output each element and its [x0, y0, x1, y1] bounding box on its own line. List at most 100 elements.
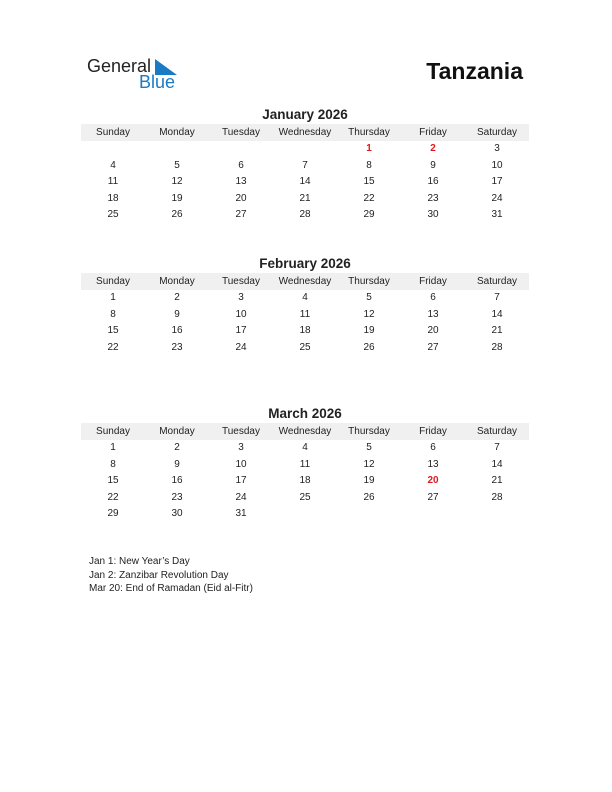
weekday-label: Saturday [476, 426, 518, 437]
week-row: 22 23 24 25 26 27 28 [81, 340, 529, 357]
day-cell: 31 [491, 209, 503, 221]
day-cell: 9 [430, 159, 436, 171]
day-cell: 1 [110, 442, 116, 453]
day-cell: 3 [238, 292, 244, 303]
weekday-label: Thursday [348, 276, 390, 287]
day-cell: 16 [171, 325, 183, 337]
month-title: February 2026 [259, 256, 351, 271]
day-cell: 5 [366, 442, 372, 453]
day-cell: 24 [235, 491, 247, 503]
day-cell: 11 [299, 458, 311, 470]
holiday-day-cell: 20 [427, 475, 439, 487]
day-cell [209, 141, 273, 158]
day-cell [273, 506, 337, 523]
day-cell: 4 [302, 442, 308, 453]
day-cell: 7 [302, 159, 308, 171]
day-cell: 26 [363, 491, 375, 503]
day-cell [337, 506, 401, 523]
day-cell: 6 [238, 159, 244, 171]
day-cell: 12 [171, 176, 183, 188]
day-cell: 18 [299, 475, 311, 487]
week-row: 8 9 10 11 12 13 14 [81, 457, 529, 474]
day-cell: 11 [299, 308, 311, 320]
weekday-label: Friday [419, 426, 447, 437]
week-row: 22 23 24 25 26 27 28 [81, 490, 529, 507]
day-cell: 29 [107, 508, 119, 520]
weekday-label: Tuesday [222, 426, 260, 437]
week-row: 18 19 20 21 22 23 24 [81, 191, 529, 208]
month-march: March 2026 Sunday Monday Tuesday Wednesday Th… [81, 405, 529, 523]
week-row: 11 12 13 14 15 16 17 [81, 174, 529, 191]
day-cell: 30 [427, 209, 439, 221]
day-cell: 25 [107, 209, 119, 221]
day-cell: 13 [235, 176, 247, 188]
day-cell: 13 [427, 308, 439, 320]
day-cell: 26 [171, 209, 183, 221]
weekday-header: Sunday Monday Tuesday Wednesday Thursday Frid… [81, 273, 529, 290]
week-row: 29 30 31 [81, 506, 529, 523]
day-cell: 25 [299, 491, 311, 503]
weekday-label: Friday [419, 127, 447, 138]
day-cell: 11 [107, 176, 119, 188]
week-row: 25 26 27 28 29 30 31 [81, 207, 529, 224]
weekday-label: Sunday [96, 127, 130, 138]
weekday-label: Tuesday [222, 127, 260, 138]
week-row: 15 16 17 18 19 20 21 [81, 473, 529, 490]
day-cell: 24 [491, 192, 503, 204]
day-cell: 28 [491, 491, 503, 503]
day-cell: 14 [491, 458, 503, 470]
day-cell: 3 [494, 143, 500, 154]
day-cell: 29 [363, 209, 375, 221]
weekday-label: Wednesday [278, 127, 332, 138]
day-cell [401, 506, 465, 523]
day-cell: 19 [171, 192, 183, 204]
day-cell: 31 [235, 508, 247, 520]
day-cell: 24 [235, 341, 247, 353]
day-cell: 26 [363, 341, 375, 353]
day-cell: 6 [430, 442, 436, 453]
weekday-label: Friday [419, 276, 447, 287]
day-cell [465, 506, 529, 523]
day-cell: 12 [363, 458, 375, 470]
day-cell: 28 [491, 341, 503, 353]
day-cell: 14 [299, 176, 311, 188]
month-february: February 2026 Sunday Monday Tuesday Wednesda… [81, 255, 529, 356]
day-cell: 8 [366, 159, 372, 171]
day-cell: 21 [299, 192, 311, 204]
weekday-label: Sunday [96, 276, 130, 287]
holiday-note: Mar 20: End of Ramadan (Eid al-Fitr) [89, 583, 253, 594]
day-cell: 25 [299, 341, 311, 353]
day-cell: 7 [494, 292, 500, 303]
holiday-notes: Jan 1: New Year’s Day Jan 2: Zanzibar Re… [89, 555, 253, 596]
day-cell [273, 141, 337, 158]
day-cell: 8 [110, 308, 116, 320]
day-cell: 16 [427, 176, 439, 188]
day-cell: 27 [427, 491, 439, 503]
day-cell: 6 [430, 292, 436, 303]
weekday-label: Monday [159, 426, 195, 437]
month-title: January 2026 [262, 107, 348, 122]
weekday-label: Thursday [348, 426, 390, 437]
day-cell: 17 [491, 176, 503, 188]
day-cell: 18 [107, 192, 119, 204]
month-january: January 2026 Sunday Monday Tuesday Wednesday… [81, 106, 529, 224]
weekday-header: Sunday Monday Tuesday Wednesday Thursday Frid… [81, 124, 529, 141]
weekday-header: Sunday Monday Tuesday Wednesday Thursday Frid… [81, 423, 529, 440]
holiday-note: Jan 1: New Year’s Day [89, 556, 190, 567]
day-cell: 19 [363, 475, 375, 487]
weekday-label: Monday [159, 276, 195, 287]
day-cell: 21 [491, 475, 503, 487]
logo-text-general: General [87, 56, 152, 76]
day-cell [145, 141, 209, 158]
day-cell: 4 [302, 292, 308, 303]
day-cell: 21 [491, 325, 503, 337]
day-cell: 17 [235, 325, 247, 337]
month-title: March 2026 [268, 406, 342, 421]
weekday-label: Tuesday [222, 276, 260, 287]
logo-text-blue: Blue [139, 72, 176, 92]
day-cell: 20 [235, 192, 247, 204]
day-cell: 5 [174, 159, 180, 171]
week-row: 15 16 17 18 19 20 21 [81, 323, 529, 340]
week-row: 1 2 3 4 5 6 7 [81, 440, 529, 457]
